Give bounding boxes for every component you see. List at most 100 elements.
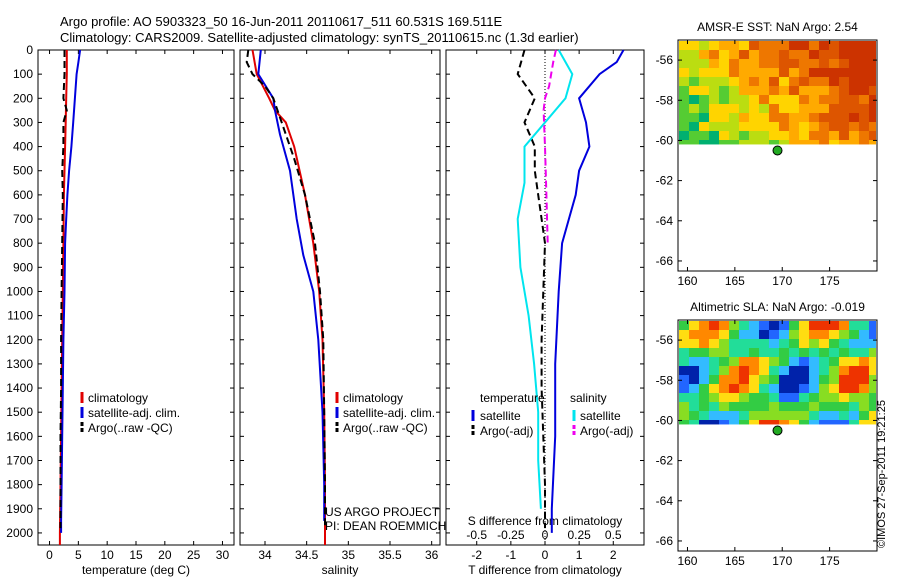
sla_map-cell (679, 402, 689, 411)
sla_map-cell (829, 375, 839, 384)
sst_map-cell (739, 95, 749, 104)
y-tick-label: 1500 (6, 405, 33, 419)
sst_map-cell (739, 68, 749, 77)
sla_map-cell (729, 402, 739, 411)
sst_map-cell (859, 140, 869, 145)
y-tick-label: 400 (13, 140, 33, 154)
sla_map-cell (839, 321, 849, 330)
x-tick-label: 25 (187, 548, 201, 562)
sla_map-cell (819, 321, 829, 330)
sla_map-cell (759, 402, 769, 411)
sst_map-cell (699, 131, 709, 140)
sst_map-cell (869, 68, 876, 77)
sla_map-cell (839, 357, 849, 366)
sst_map-cell (859, 59, 869, 68)
sst_map-cell (829, 113, 839, 122)
sst_map-cell (719, 122, 729, 131)
sla_map-cell (699, 411, 709, 420)
sst_map-cell (809, 131, 819, 140)
temperature-plot-frame (37, 49, 235, 546)
sla_map-cell (729, 366, 739, 375)
sla_map-cell (719, 393, 729, 402)
legend-label: climatology (88, 391, 148, 405)
map-y-tick-label: -58 (656, 373, 674, 387)
sla_map-cell (769, 321, 779, 330)
sla_map-cell (789, 420, 799, 425)
sst_map-cell (829, 41, 839, 50)
sla_map-cell (859, 321, 869, 330)
sla_map-cell (809, 330, 819, 339)
sla_map-cell (819, 366, 829, 375)
sla_map-cell (799, 348, 809, 357)
sst_map-cell (859, 77, 869, 86)
sla_map-cell (769, 330, 779, 339)
sst_map-cell (719, 68, 729, 77)
sla_map-cell (759, 393, 769, 402)
sla_map-cell (729, 420, 739, 425)
sst_map-cell (839, 86, 849, 95)
sla_map-cell (759, 384, 769, 393)
sla_map-cell (689, 357, 699, 366)
y-tick-label: 1000 (6, 284, 33, 298)
sla_map-cell (859, 384, 869, 393)
sst_map-cell (749, 131, 759, 140)
sst_map-cell (719, 113, 729, 122)
sla_map-cell (809, 348, 819, 357)
y-tick-label: 0 (26, 43, 33, 57)
sst_map-cell (789, 122, 799, 131)
sst_map-cell (679, 77, 689, 86)
sst_map-cell (749, 77, 759, 86)
sst_map-cell (709, 86, 719, 95)
sst_map-cell (679, 59, 689, 68)
x-tick-label: 5 (75, 548, 82, 562)
sla_map-cell (809, 357, 819, 366)
sla_map-cell (849, 321, 859, 330)
sla_map-cell (849, 420, 859, 425)
sla_map-cell (799, 402, 809, 411)
sst_map-cell (689, 95, 699, 104)
sla_map-cell (769, 384, 779, 393)
sla_map-cell (809, 321, 819, 330)
salinity-tick-label: 0.5 (605, 528, 622, 542)
sst_map-cell (779, 95, 789, 104)
y-tick-label: 1100 (7, 309, 33, 323)
series-line-t-satellite (550, 49, 625, 533)
sla_map-cell (859, 375, 869, 384)
sla_map-cell (749, 384, 759, 393)
sla_map-cell (809, 411, 819, 420)
sst_map-cell (719, 95, 729, 104)
series-line-s-satellite (516, 49, 574, 509)
map-y-tick-label: -66 (656, 534, 674, 548)
sla_map-cell (749, 357, 759, 366)
sla_map-cell (849, 348, 859, 357)
sla_map-cell (679, 411, 689, 420)
legend-label: climatology (343, 391, 403, 405)
sst_map-cell (849, 113, 859, 122)
sla_map-cell (829, 330, 839, 339)
salinity-axis-label: S difference from climatology (468, 514, 623, 528)
sla_map-cell (839, 375, 849, 384)
sla_map-cell (869, 366, 876, 375)
footer-stamp: ©IMOS 27-Sep-2011 19:21:25 (876, 400, 888, 548)
sla_map-cell (849, 366, 859, 375)
salinity-tick-label: -0.5 (466, 528, 487, 542)
x-tick-label: -1 (506, 548, 517, 562)
sla_map-cell (749, 348, 759, 357)
sst_map-cell (829, 50, 839, 59)
sla_map-cell (859, 348, 869, 357)
sst_map-cell (719, 77, 729, 86)
sst_map-cell (799, 122, 809, 131)
sst_map-cell (689, 140, 699, 145)
sst_map-cell (799, 77, 809, 86)
legend-label: satellite-adj. clim. (88, 406, 180, 420)
sst_map-cell (819, 68, 829, 77)
sla_map-cell (799, 330, 809, 339)
sst_map-cell (699, 113, 709, 122)
sla_map-cell (839, 393, 849, 402)
sst_map-cell (739, 131, 749, 140)
sla_map-cell (779, 330, 789, 339)
sla_map-cell (829, 384, 839, 393)
y-tick-label: 600 (13, 188, 33, 202)
sla_map-cell (809, 402, 819, 411)
x-tick-label: 36 (425, 548, 439, 562)
